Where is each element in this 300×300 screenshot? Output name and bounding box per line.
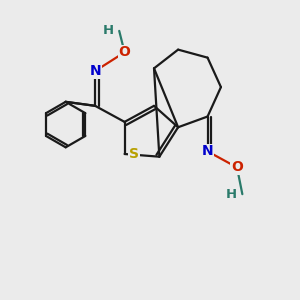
Text: H: H — [103, 24, 114, 38]
Text: S: S — [129, 147, 139, 161]
Text: O: O — [118, 45, 130, 59]
Text: N: N — [202, 144, 213, 158]
Text: N: N — [89, 64, 101, 78]
Text: H: H — [226, 188, 237, 201]
Text: O: O — [231, 160, 243, 174]
